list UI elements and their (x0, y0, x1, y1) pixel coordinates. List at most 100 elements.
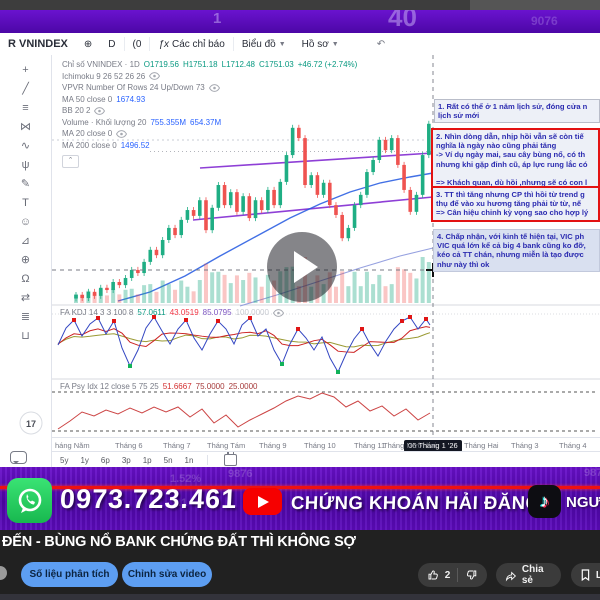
legend-value: 100.0000 (235, 308, 269, 317)
fx-icon: ƒx (158, 38, 169, 50)
analytics-button[interactable]: Số liệu phân tích (21, 562, 118, 587)
eye-icon[interactable] (149, 72, 161, 81)
share-button[interactable]: Chia sẻ (496, 563, 561, 587)
trash-icon[interactable]: ⊔ (21, 330, 30, 342)
object-tree-icon[interactable]: ≣ (20, 311, 31, 323)
toolbar-divider (123, 37, 125, 51)
arrows-sync-icon[interactable]: ⇄ (20, 292, 31, 304)
axis-month-label: Tháng 6 (115, 441, 143, 450)
legend-row[interactable]: Volume · Khối lượng 20 755.355M 654.37M (62, 117, 357, 129)
candle-style-button[interactable]: (0 (132, 38, 142, 50)
undo-icon[interactable]: ↶ (376, 38, 386, 50)
emoji-tool-icon[interactable]: ☺ (19, 215, 32, 228)
phone-number: 0973.723.461 (59, 484, 238, 514)
axis-month-label: Tháng 4 (559, 441, 587, 450)
timeframe-buttons: 5y 1y 6p 3p 1p 5n 1n (60, 456, 193, 465)
channel-name: CHỨNG KHOÁN HẢI ĐĂNG (290, 492, 541, 513)
banner-ghost-number: 1.52% (170, 473, 202, 485)
ruler-icon[interactable]: ⊿ (20, 235, 31, 247)
annotation-note[interactable]: 4. Chấp nhận, với kinh tế hiện tại, VIC … (433, 229, 600, 272)
eye-icon[interactable] (272, 308, 284, 317)
trendline-icon[interactable]: ╱ (22, 83, 29, 95)
kdj-legend: FA KDJ 14 3 3 100 8 57.0611 43.0519 85.0795… (60, 307, 284, 319)
interval-button[interactable]: D (108, 38, 116, 50)
pill-divider (457, 568, 459, 582)
timeframe-button[interactable]: 1n (184, 455, 194, 465)
chat-bubble-icon[interactable] (10, 451, 27, 464)
compare-icon[interactable]: ⊕ (83, 38, 93, 50)
elliott-wave-icon[interactable]: ∿ (20, 140, 31, 152)
legend-row[interactable]: VPVR Number Of Rows 24 Up/Down 73 (62, 82, 357, 94)
video-title: ĐẾN - BÙNG NỔ BANK CHỨNG ĐẤT THÌ KHÔNG S… (2, 534, 356, 550)
timeframe-button[interactable]: 6p (100, 455, 110, 465)
banner-ghost-number: 9876 (228, 468, 253, 480)
handwriting-mark: 40 (388, 10, 417, 32)
legend-row[interactable]: MA 50 close 0 1674.93 (62, 94, 357, 106)
share-label: Chia sẻ (521, 564, 544, 586)
legend-row[interactable]: Chỉ số VNINDEX · 1D O1719.56 H1751.18 L1712… (62, 59, 357, 71)
timeframe-button[interactable]: 3p (121, 455, 131, 465)
bottom-strip (0, 594, 600, 600)
save-button[interactable]: L (571, 563, 600, 587)
crosshair-icon[interactable]: + (22, 63, 29, 76)
drawing-toolbar: + ╱ ≡ ⋈ ∿ ψ ✎ T ☺ ⊿ ⊕ Ω ⇄ ≣ ⊔ (0, 55, 52, 467)
fib-lines-icon[interactable]: ≡ (22, 101, 29, 114)
zoom-in-icon[interactable]: ⊕ (20, 254, 31, 266)
legend-row[interactable]: FA Psy Idx 12 close 5 75 25 51.6667 75.000… (60, 381, 258, 393)
axis-month-label: Tháng Tám (207, 441, 246, 450)
youtube-info-section: ĐẾN - BÙNG NỔ BANK CHỨNG ĐẤT THÌ KHÔNG S… (0, 530, 600, 600)
legend-row[interactable]: FA KDJ 14 3 3 100 8 57.0611 43.0519 85.0795… (60, 307, 284, 319)
brush-icon[interactable]: ✎ (20, 178, 31, 190)
indicators-button[interactable]: ƒx Các chỉ báo (150, 39, 232, 50)
legend-row[interactable]: MA 20 close 0 (62, 128, 357, 140)
legend-row[interactable]: Ichimoku 9 26 52 26 26 (62, 71, 357, 83)
eye-icon[interactable] (116, 129, 128, 138)
magnet-icon[interactable]: Ω (21, 272, 30, 285)
annotation-note[interactable]: 2. Nhìn dòng dẫn, nhịp hồi vẫn sẽ còn ti… (431, 128, 600, 192)
text-tool-icon[interactable]: T (22, 196, 29, 209)
edit-video-button[interactable]: Chỉnh sửa video (122, 562, 212, 587)
timeframe-button[interactable]: 5y (60, 455, 69, 465)
play-button[interactable] (267, 232, 337, 302)
share-arrow-icon (505, 571, 517, 581)
legend-label: MA 50 close 0 (62, 94, 113, 104)
player-top-strip (0, 0, 600, 10)
legend-row[interactable]: MA 200 close 0 1496.52 (62, 140, 357, 152)
annotation-note[interactable]: 3. TT thì tăng nhưng CP thì hồi từ trend… (431, 186, 600, 222)
chart-menu-button[interactable]: Biểu đồ ▼ (234, 39, 294, 50)
save-label: L (595, 569, 600, 581)
xabcd-pattern-icon[interactable]: ⋈ (20, 121, 31, 133)
crosshair-date-badge: 06 Tháng 1 '26 (404, 439, 462, 452)
legend-label: BB 20 2 (62, 106, 91, 115)
legend-value: L1712.48 (221, 60, 256, 69)
legend-collapse-button[interactable]: ⌃ (62, 155, 79, 168)
psy-legend: FA Psy Idx 12 close 5 75 25 51.6667 75.000… (60, 381, 258, 393)
banner-ghost-number: 5.1 (172, 497, 188, 509)
legend-value: 85.0795 (202, 308, 232, 317)
pitchfork-icon[interactable]: ψ (21, 158, 30, 171)
legend-label: VPVR Number Of Rows 24 Up/Down 73 (62, 83, 205, 92)
timeframe-button[interactable]: 1y (80, 455, 89, 465)
legend-label: FA Psy Idx 12 close 5 75 25 (60, 382, 159, 391)
thumbs-down-icon (467, 570, 477, 580)
legend-label: Ichimoku 9 26 52 26 26 (62, 71, 146, 81)
chevron-down-icon: ▼ (331, 40, 339, 48)
axis-month-label: Tháng 7 (163, 441, 191, 450)
time-axis[interactable]: 06 Tháng 1 '26 háng Năm Tháng 6 Tháng 7 Thá… (52, 437, 600, 452)
like-dislike-buttons[interactable]: 2 (418, 563, 487, 587)
profile-menu-button[interactable]: Hồ sơ ▼ (294, 39, 347, 50)
symbol-button[interactable]: R VNINDEX (8, 38, 68, 50)
legend-value: 1674.93 (116, 94, 146, 104)
legend-value: 755.355M (150, 117, 187, 127)
axis-month-label: Tháng 11 (354, 441, 386, 450)
calendar-icon[interactable] (224, 452, 238, 466)
timeframe-button[interactable]: 5n (163, 455, 173, 465)
legend-value: 654.37M (190, 117, 222, 127)
timeframe-button[interactable]: 1p (142, 455, 152, 465)
legend-label: Chỉ số VNINDEX · 1D (62, 60, 140, 69)
eye-icon[interactable] (208, 83, 220, 92)
annotation-note[interactable]: 1. Rất có thể ở 1 năm lịch sử, đóng cửa … (434, 99, 600, 124)
eye-icon[interactable] (94, 106, 106, 115)
legend-row[interactable]: BB 20 2 (62, 105, 357, 117)
